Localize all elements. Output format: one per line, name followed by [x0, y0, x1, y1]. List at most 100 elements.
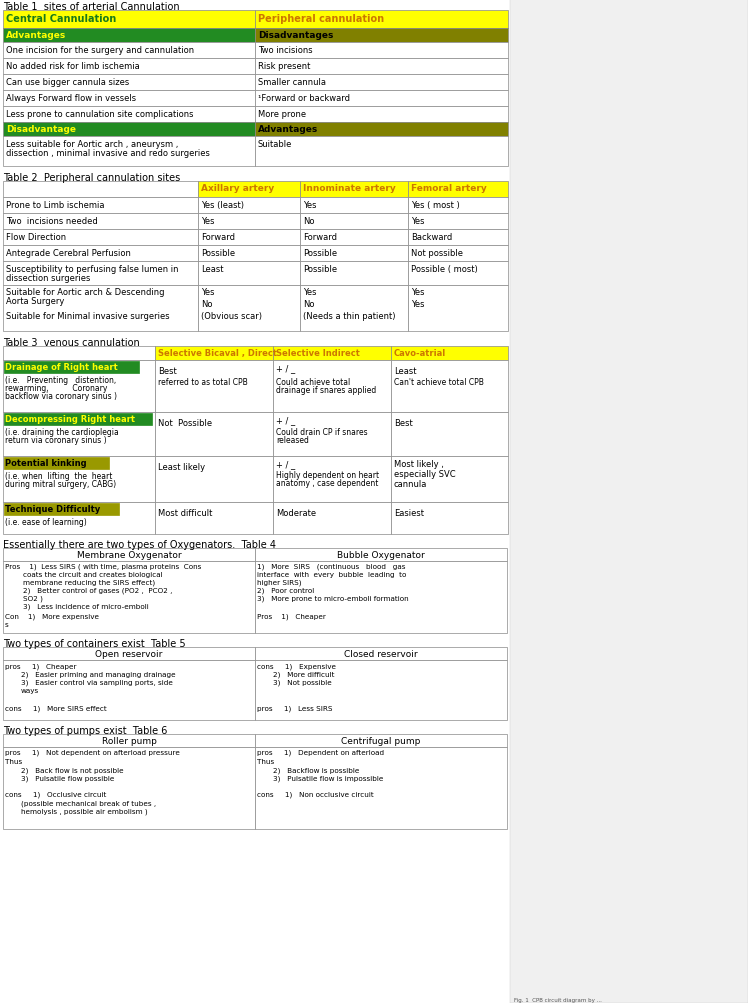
Bar — [155, 456, 273, 503]
Text: higher SIRS): higher SIRS) — [257, 580, 301, 586]
Bar — [408, 214, 508, 230]
Text: 3)   Easier control via sampling ports, side: 3) Easier control via sampling ports, si… — [21, 679, 173, 686]
Text: Always Forward flow in vessels: Always Forward flow in vessels — [6, 94, 136, 103]
Bar — [3, 562, 255, 633]
Bar — [3, 747, 255, 829]
Bar — [198, 230, 300, 246]
Text: ¹Forward or backward: ¹Forward or backward — [258, 94, 350, 103]
Text: Table 2  Peripheral cannulation sites: Table 2 Peripheral cannulation sites — [3, 173, 180, 183]
Bar — [408, 230, 508, 246]
Text: ways: ways — [21, 687, 39, 693]
Text: Risk present: Risk present — [258, 62, 310, 71]
Text: Two  incisions needed: Two incisions needed — [6, 217, 98, 226]
Bar — [255, 136, 508, 166]
Text: (Needs a thin patient): (Needs a thin patient) — [303, 312, 396, 321]
Bar — [391, 347, 508, 361]
Text: Yes: Yes — [411, 300, 425, 309]
Text: Bubble Oxygenator: Bubble Oxygenator — [337, 551, 425, 560]
Text: Not possible: Not possible — [411, 249, 463, 258]
Bar — [4, 362, 139, 374]
Bar — [198, 246, 300, 262]
Text: Selective Bicaval , Direct: Selective Bicaval , Direct — [158, 349, 277, 358]
Bar — [255, 91, 508, 107]
Text: Innominate artery: Innominate artery — [303, 184, 396, 193]
Bar — [408, 246, 508, 262]
Text: Thus: Thus — [257, 758, 275, 764]
Bar — [391, 412, 508, 456]
Text: Yes: Yes — [303, 201, 316, 210]
Text: Open reservoir: Open reservoir — [95, 649, 162, 658]
Text: cons     1)   More SIRS effect: cons 1) More SIRS effect — [5, 705, 107, 712]
Bar — [408, 286, 508, 332]
Text: dissection surgeries: dissection surgeries — [6, 274, 91, 283]
Bar — [198, 214, 300, 230]
Bar — [255, 549, 507, 562]
Bar — [255, 11, 508, 29]
Text: Highly dependent on heart: Highly dependent on heart — [276, 470, 379, 479]
Text: Closed reservoir: Closed reservoir — [344, 649, 418, 658]
Text: interface  with  every  bubble  leading  to: interface with every bubble leading to — [257, 572, 406, 578]
Text: Flow Direction: Flow Direction — [6, 233, 66, 242]
Bar — [300, 230, 408, 246]
Bar — [3, 11, 255, 29]
Text: Yes: Yes — [411, 288, 425, 297]
Bar — [255, 562, 507, 633]
Bar — [198, 182, 300, 198]
Bar — [300, 246, 408, 262]
Text: membrane reducing the SIRS effect): membrane reducing the SIRS effect) — [23, 580, 155, 586]
Bar — [198, 198, 300, 214]
Text: No: No — [303, 217, 314, 226]
Text: Disadvantages: Disadvantages — [258, 31, 334, 40]
Text: Antegrade Cerebral Perfusion: Antegrade Cerebral Perfusion — [6, 249, 131, 258]
Text: 2)   Back flow is not possible: 2) Back flow is not possible — [21, 767, 123, 773]
Bar — [4, 457, 109, 469]
Bar — [273, 361, 391, 412]
Bar — [3, 246, 198, 262]
Text: Membrane Oxygenator: Membrane Oxygenator — [77, 551, 181, 560]
Text: Suitable for Aortic arch & Descending: Suitable for Aortic arch & Descending — [6, 288, 165, 297]
Bar — [273, 456, 391, 503]
Bar — [255, 734, 507, 747]
Bar — [3, 214, 198, 230]
Text: Most difficult: Most difficult — [158, 509, 212, 518]
Bar — [155, 361, 273, 412]
Text: (possible mechanical break of tubes ,: (possible mechanical break of tubes , — [21, 800, 156, 806]
Text: Moderate: Moderate — [276, 509, 316, 518]
Bar — [3, 647, 255, 660]
Text: Potential kinking: Potential kinking — [5, 458, 87, 467]
Text: No: No — [303, 300, 314, 309]
Text: referred to as total CPB: referred to as total CPB — [158, 377, 248, 386]
Text: Possible ( most): Possible ( most) — [411, 265, 478, 274]
Bar — [155, 347, 273, 361]
Text: + / _: + / _ — [276, 459, 295, 468]
Text: cons     1)   Occlusive circuit: cons 1) Occlusive circuit — [5, 791, 106, 797]
Text: Yes: Yes — [201, 217, 215, 226]
Bar — [155, 412, 273, 456]
Bar — [255, 647, 507, 660]
Text: Easiest: Easiest — [394, 509, 424, 518]
Bar — [3, 361, 155, 412]
Text: cannula: cannula — [394, 479, 427, 488]
Text: pros     1)   Less SIRS: pros 1) Less SIRS — [257, 705, 333, 712]
Text: pros     1)   Cheaper: pros 1) Cheaper — [5, 662, 76, 669]
Text: Advantages: Advantages — [258, 125, 318, 133]
Bar — [255, 43, 508, 59]
Text: Prone to Limb ischemia: Prone to Limb ischemia — [6, 201, 105, 210]
Bar — [3, 123, 255, 136]
Text: return via coronary sinus ): return via coronary sinus ) — [5, 435, 107, 444]
Bar — [3, 347, 155, 361]
Text: Two types of pumps exist  Table 6: Two types of pumps exist Table 6 — [3, 725, 168, 735]
Bar — [3, 503, 155, 535]
Bar — [510, 0, 748, 1003]
Text: during mitral surgery, CABG): during mitral surgery, CABG) — [5, 479, 116, 488]
Text: dissection , minimal invasive and redo surgeries: dissection , minimal invasive and redo s… — [6, 148, 210, 157]
Bar — [273, 503, 391, 535]
Text: Forward: Forward — [303, 233, 337, 242]
Text: Disadvantage: Disadvantage — [6, 125, 76, 133]
Text: Yes (least): Yes (least) — [201, 201, 244, 210]
Text: Smaller cannula: Smaller cannula — [258, 78, 326, 87]
Bar — [391, 361, 508, 412]
Text: Susceptibility to perfusing false lumen in: Susceptibility to perfusing false lumen … — [6, 265, 179, 274]
Text: drainage if snares applied: drainage if snares applied — [276, 385, 376, 394]
Text: Forward: Forward — [201, 233, 235, 242]
